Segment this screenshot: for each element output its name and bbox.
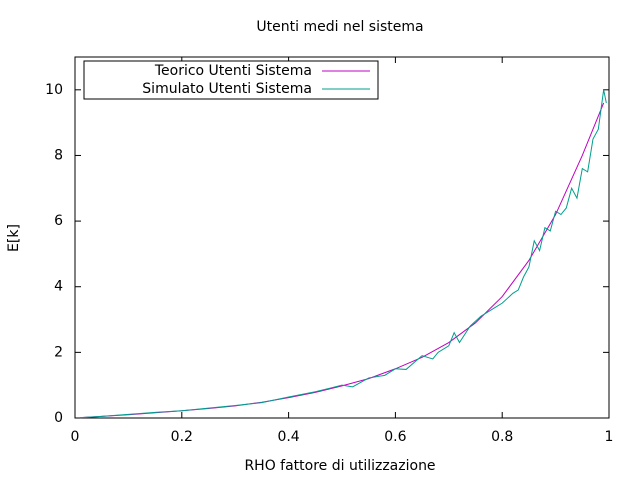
x-tick-label: 0.4 [277, 429, 299, 445]
legend-label: Simulato Utenti Sistema [142, 81, 312, 97]
x-tick-label: 0.8 [491, 429, 513, 445]
x-tick-label: 0 [71, 429, 80, 445]
x-tick-label: 0.2 [171, 429, 193, 445]
chart-title: Utenti medi nel sistema [256, 19, 423, 35]
series-line [80, 89, 607, 419]
y-tick-label: 4 [54, 279, 63, 295]
x-axis-label: RHO fattore di utilizzazione [244, 458, 435, 474]
y-axis-label: E[k] [6, 224, 22, 252]
y-tick-label: 10 [45, 82, 63, 98]
x-tick-label: 0.6 [384, 429, 406, 445]
y-tick-label: 2 [54, 344, 63, 360]
x-tick-label: 1 [605, 429, 614, 445]
series-line [80, 102, 605, 419]
y-tick-label: 6 [54, 213, 63, 229]
plot-border [74, 56, 610, 419]
y-tick-label: 0 [54, 410, 63, 426]
y-tick-label: 8 [54, 147, 63, 163]
legend-box [83, 60, 379, 100]
legend-label: Teorico Utenti Sistema [154, 63, 312, 79]
